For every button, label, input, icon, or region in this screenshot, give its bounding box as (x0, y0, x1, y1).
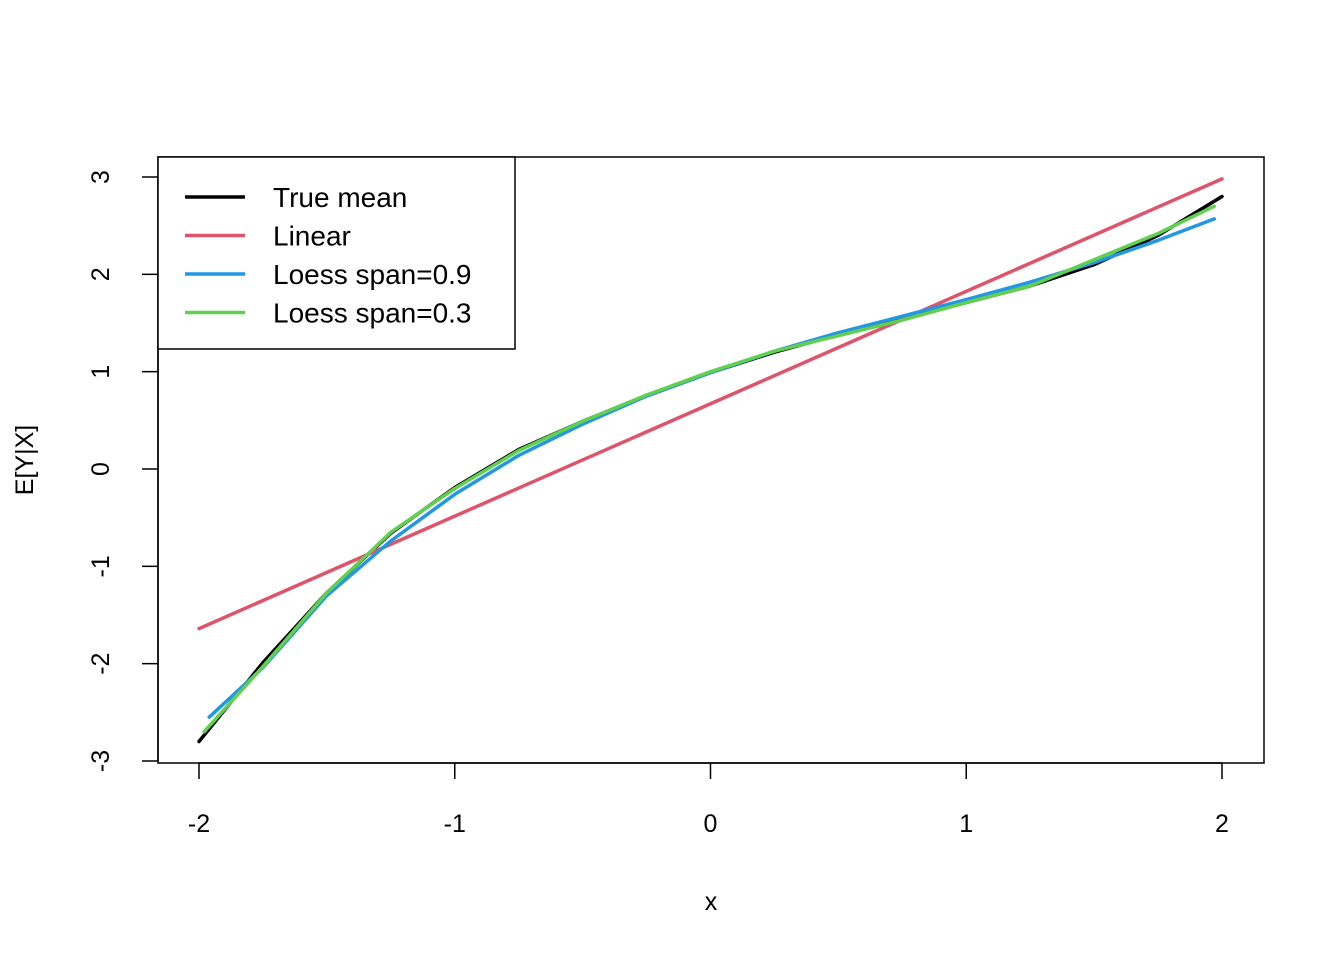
legend-label: Linear (273, 221, 351, 252)
y-tick-label: 0 (87, 462, 115, 476)
series-layer (197, 177, 1224, 744)
y-tick-label: 2 (87, 267, 115, 281)
y-axis-title: E[Y|X] (11, 425, 39, 495)
y-tick-label: -3 (87, 750, 115, 772)
legend: True mean Linear Loess span=0.9 Loess span=… (157, 156, 516, 350)
legend-label: True mean (273, 182, 407, 213)
x-tick-label: 1 (959, 810, 973, 838)
x-axis-title: x (705, 888, 718, 916)
x-tick-label: -2 (188, 810, 210, 838)
x-tick-label: 0 (704, 810, 718, 838)
y-axis: -3 -2 -1 0 1 2 3 (87, 170, 159, 772)
x-tick-label: 2 (1215, 810, 1229, 838)
legend-label: Loess span=0.3 (273, 298, 472, 329)
x-tick-label: -1 (444, 810, 466, 838)
y-tick-label: 1 (87, 365, 115, 379)
x-axis: -2 -1 0 1 2 (188, 762, 1229, 838)
y-tick-label: -1 (87, 555, 115, 577)
series-line-4 (202, 204, 1217, 734)
y-tick-label: -2 (87, 653, 115, 675)
legend-box (157, 156, 516, 350)
legend-label: Loess span=0.9 (273, 259, 472, 290)
y-tick-label: 3 (87, 170, 115, 184)
